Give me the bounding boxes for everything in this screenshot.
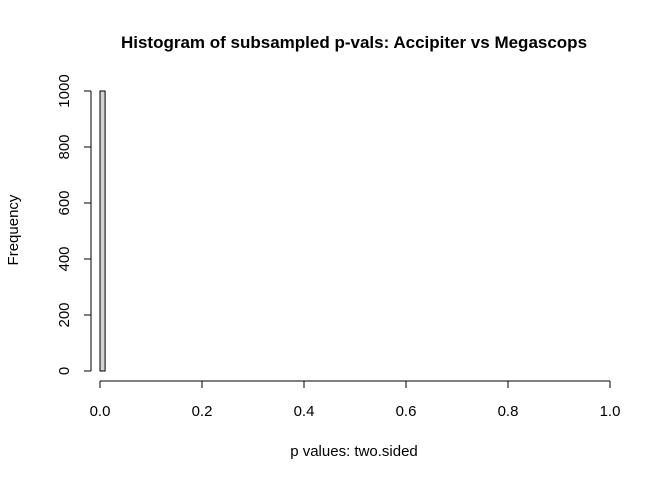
x-tick-label: 1.0 bbox=[600, 403, 621, 420]
histogram-bars bbox=[99, 90, 106, 372]
x-tick-label: 0.4 bbox=[294, 403, 315, 420]
y-axis-label: Frequency bbox=[5, 194, 22, 265]
y-tick-label: 0 bbox=[56, 367, 73, 375]
x-tick-label: 0.0 bbox=[90, 403, 111, 420]
x-tick-label: 0.8 bbox=[498, 403, 519, 420]
y-tick-label: 800 bbox=[56, 134, 73, 159]
x-axis: 0.0 0.2 0.4 0.6 0.8 1.0 bbox=[90, 380, 621, 420]
x-tick-label: 0.2 bbox=[192, 403, 213, 420]
y-tick-label: 1000 bbox=[56, 74, 73, 107]
x-tick-label: 0.6 bbox=[396, 403, 417, 420]
y-tick-label: 400 bbox=[56, 246, 73, 271]
x-axis-label: p values: two.sided bbox=[290, 443, 418, 460]
y-tick-label: 200 bbox=[56, 302, 73, 327]
y-axis: 0 200 400 600 800 1000 bbox=[56, 74, 92, 375]
chart-title: Histogram of subsampled p-vals: Accipite… bbox=[121, 33, 587, 52]
histogram-bar bbox=[99, 90, 106, 372]
y-tick-label: 600 bbox=[56, 190, 73, 215]
